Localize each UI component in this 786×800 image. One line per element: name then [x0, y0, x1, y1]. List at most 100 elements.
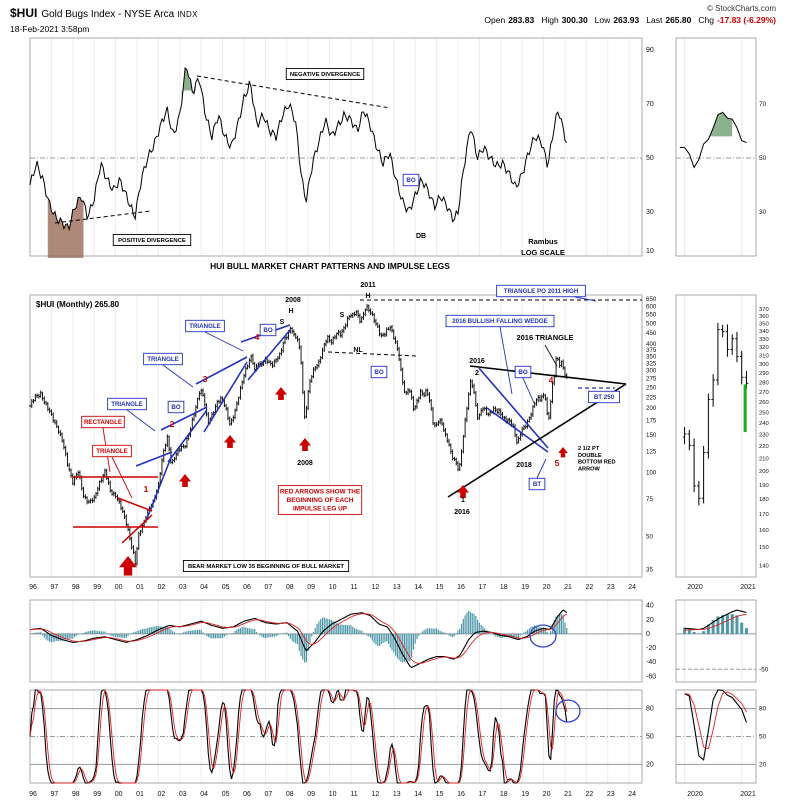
svg-text:325: 325 — [646, 360, 657, 367]
annotation-box — [81, 415, 125, 429]
svg-text:14: 14 — [414, 584, 422, 591]
quote-high-label: High — [541, 15, 559, 25]
exchange: INDX — [177, 10, 198, 19]
red-up-arrow — [179, 474, 191, 487]
annotation-text: BO — [374, 369, 383, 376]
annotation-box — [402, 173, 420, 187]
svg-text:98: 98 — [72, 791, 80, 798]
svg-text:50: 50 — [759, 734, 767, 741]
svg-text:340: 340 — [759, 329, 769, 335]
svg-text:97: 97 — [51, 584, 59, 591]
svg-text:24: 24 — [628, 791, 636, 798]
svg-text:21: 21 — [564, 791, 572, 798]
annotation-text: DB — [416, 233, 426, 240]
svg-text:11: 11 — [350, 791, 357, 798]
annotation-text: BO — [263, 327, 272, 334]
svg-text:03: 03 — [179, 584, 187, 591]
annotation-box — [528, 477, 546, 491]
svg-text:400: 400 — [646, 341, 657, 348]
red-up-arrow — [299, 438, 312, 451]
svg-text:210: 210 — [759, 456, 769, 462]
svg-text:10: 10 — [329, 584, 337, 591]
quote-last-label: Last — [646, 15, 663, 25]
svg-text:-40: -40 — [646, 659, 656, 666]
svg-text:08: 08 — [286, 791, 294, 798]
svg-text:99: 99 — [93, 791, 101, 798]
annotation-text: NEGATIVE DIVERGENCE — [290, 72, 360, 78]
svg-text:450: 450 — [646, 330, 657, 337]
annotation-text: TRIANGLE — [111, 401, 143, 408]
annotation-text: S — [340, 312, 345, 319]
svg-text:375: 375 — [646, 347, 657, 354]
svg-text:17: 17 — [478, 584, 486, 591]
svg-text:330: 330 — [759, 337, 769, 343]
svg-text:150: 150 — [759, 545, 769, 551]
svg-text:50: 50 — [646, 155, 654, 162]
header-right: © StockCharts.com Open 283.83 High 300.30 Lo… — [477, 4, 776, 25]
annotation-box — [588, 390, 620, 404]
annotation-text: S — [280, 319, 285, 326]
annotation-box — [112, 233, 192, 246]
svg-text:2021: 2021 — [740, 791, 756, 798]
quote-open-value: 283.83 — [508, 15, 535, 25]
svg-text:75: 75 — [646, 496, 653, 503]
svg-text:230: 230 — [759, 432, 769, 438]
annotation-box — [182, 560, 350, 573]
svg-text:300: 300 — [646, 368, 657, 375]
annotation-text: 2 — [170, 419, 175, 429]
macd-panel: 40 20 0 -20 -40 -60 -50 — [29, 599, 769, 683]
svg-text:270: 270 — [759, 390, 769, 396]
svg-text:650: 650 — [646, 296, 657, 303]
svg-text:-50: -50 — [759, 666, 769, 673]
svg-text:23: 23 — [607, 584, 615, 591]
svg-text:20: 20 — [543, 584, 551, 591]
annotation-text: DOUBLE — [578, 453, 602, 459]
quote-chg-label: Chg — [698, 15, 714, 25]
svg-text:13: 13 — [393, 584, 401, 591]
annotation-text: 2016 — [454, 509, 470, 516]
svg-text:19: 19 — [521, 791, 529, 798]
svg-text:-60: -60 — [646, 673, 656, 680]
annotation-box — [167, 400, 185, 414]
annotation-text: Rambus — [528, 237, 558, 246]
annotation-text: TRIANGLE — [96, 448, 128, 455]
annotation-text: IMPULSE LEG UP — [293, 506, 348, 513]
annotation-box — [185, 319, 225, 333]
svg-text:260: 260 — [759, 400, 769, 406]
svg-text:170: 170 — [759, 512, 769, 518]
annotation-text: TRIANGLE — [189, 323, 221, 330]
quote-line: Open 283.83 High 300.30 Low 263.93 Last 265.80 C… — [477, 15, 776, 25]
svg-text:20: 20 — [646, 761, 654, 768]
red-up-arrow — [119, 556, 137, 576]
annotation-text: LOG SCALE — [521, 248, 565, 257]
annotation-text: 1 — [461, 497, 465, 504]
svg-text:24: 24 — [628, 584, 636, 591]
copyright: © StockCharts.com — [706, 4, 776, 13]
red-up-arrow — [275, 387, 288, 400]
svg-text:30: 30 — [646, 209, 654, 216]
annotation-text: BEAR MARKET LOW 35 BEGINNING OF BULL MAR… — [188, 564, 344, 570]
svg-text:350: 350 — [759, 322, 769, 328]
annotation-text: BO — [518, 369, 527, 376]
quote-chg-value: -17.83 (-6.29%) — [716, 15, 776, 25]
annotation-text: HUI BULL MARKET CHART PATTERNS AND IMPUL… — [210, 261, 450, 271]
svg-text:300: 300 — [759, 362, 769, 368]
svg-text:370: 370 — [759, 307, 769, 313]
annotation-text: 4 — [549, 375, 554, 385]
annotation-box — [514, 365, 532, 379]
svg-text:275: 275 — [646, 376, 657, 383]
svg-text:20: 20 — [646, 617, 654, 624]
svg-text:05: 05 — [222, 584, 230, 591]
annotation-text: 5 — [555, 458, 560, 468]
svg-text:100: 100 — [646, 469, 657, 476]
svg-text:50: 50 — [646, 533, 653, 540]
annotation-text: 2016 — [469, 358, 485, 365]
svg-text:200: 200 — [759, 469, 769, 475]
annotation-text: NL — [353, 347, 363, 354]
rsi-panel: NEGATIVE DIVERGENCE POSITIVE DIVERGENCE BO… — [29, 37, 767, 258]
svg-text:97: 97 — [51, 791, 59, 798]
annotation-box — [107, 397, 147, 411]
svg-text:20: 20 — [543, 791, 551, 798]
svg-text:225: 225 — [646, 394, 657, 401]
svg-text:19: 19 — [521, 584, 529, 591]
